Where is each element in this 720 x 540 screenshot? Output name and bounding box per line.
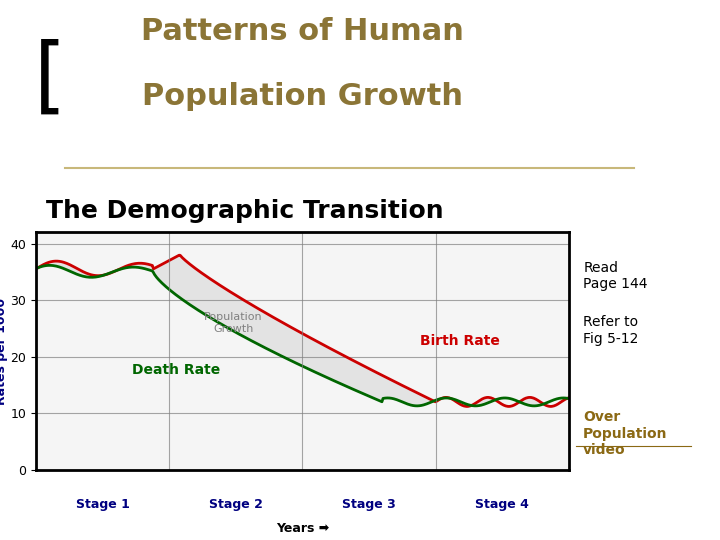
Text: Stage 2: Stage 2 — [209, 498, 263, 511]
Text: Read
Page 144: Read Page 144 — [583, 261, 648, 291]
Text: Patterns of Human: Patterns of Human — [141, 17, 464, 46]
Text: Stage 3: Stage 3 — [342, 498, 396, 511]
Text: Birth Rate: Birth Rate — [420, 334, 500, 348]
Text: Population
Growth: Population Growth — [204, 312, 263, 334]
Text: The Demographic Transition: The Demographic Transition — [46, 199, 444, 222]
Text: Stage 4: Stage 4 — [475, 498, 529, 511]
Text: Years ➡: Years ➡ — [276, 522, 329, 535]
Text: [: [ — [34, 39, 67, 120]
Text: Death Rate: Death Rate — [132, 363, 220, 376]
Text: Over
Population
video: Over Population video — [583, 410, 667, 457]
Text: Stage 1: Stage 1 — [76, 498, 130, 511]
Text: Refer to
Fig 5-12: Refer to Fig 5-12 — [583, 315, 639, 346]
Y-axis label: Rates per 1000: Rates per 1000 — [0, 298, 8, 404]
Text: Population Growth: Population Growth — [142, 82, 463, 111]
